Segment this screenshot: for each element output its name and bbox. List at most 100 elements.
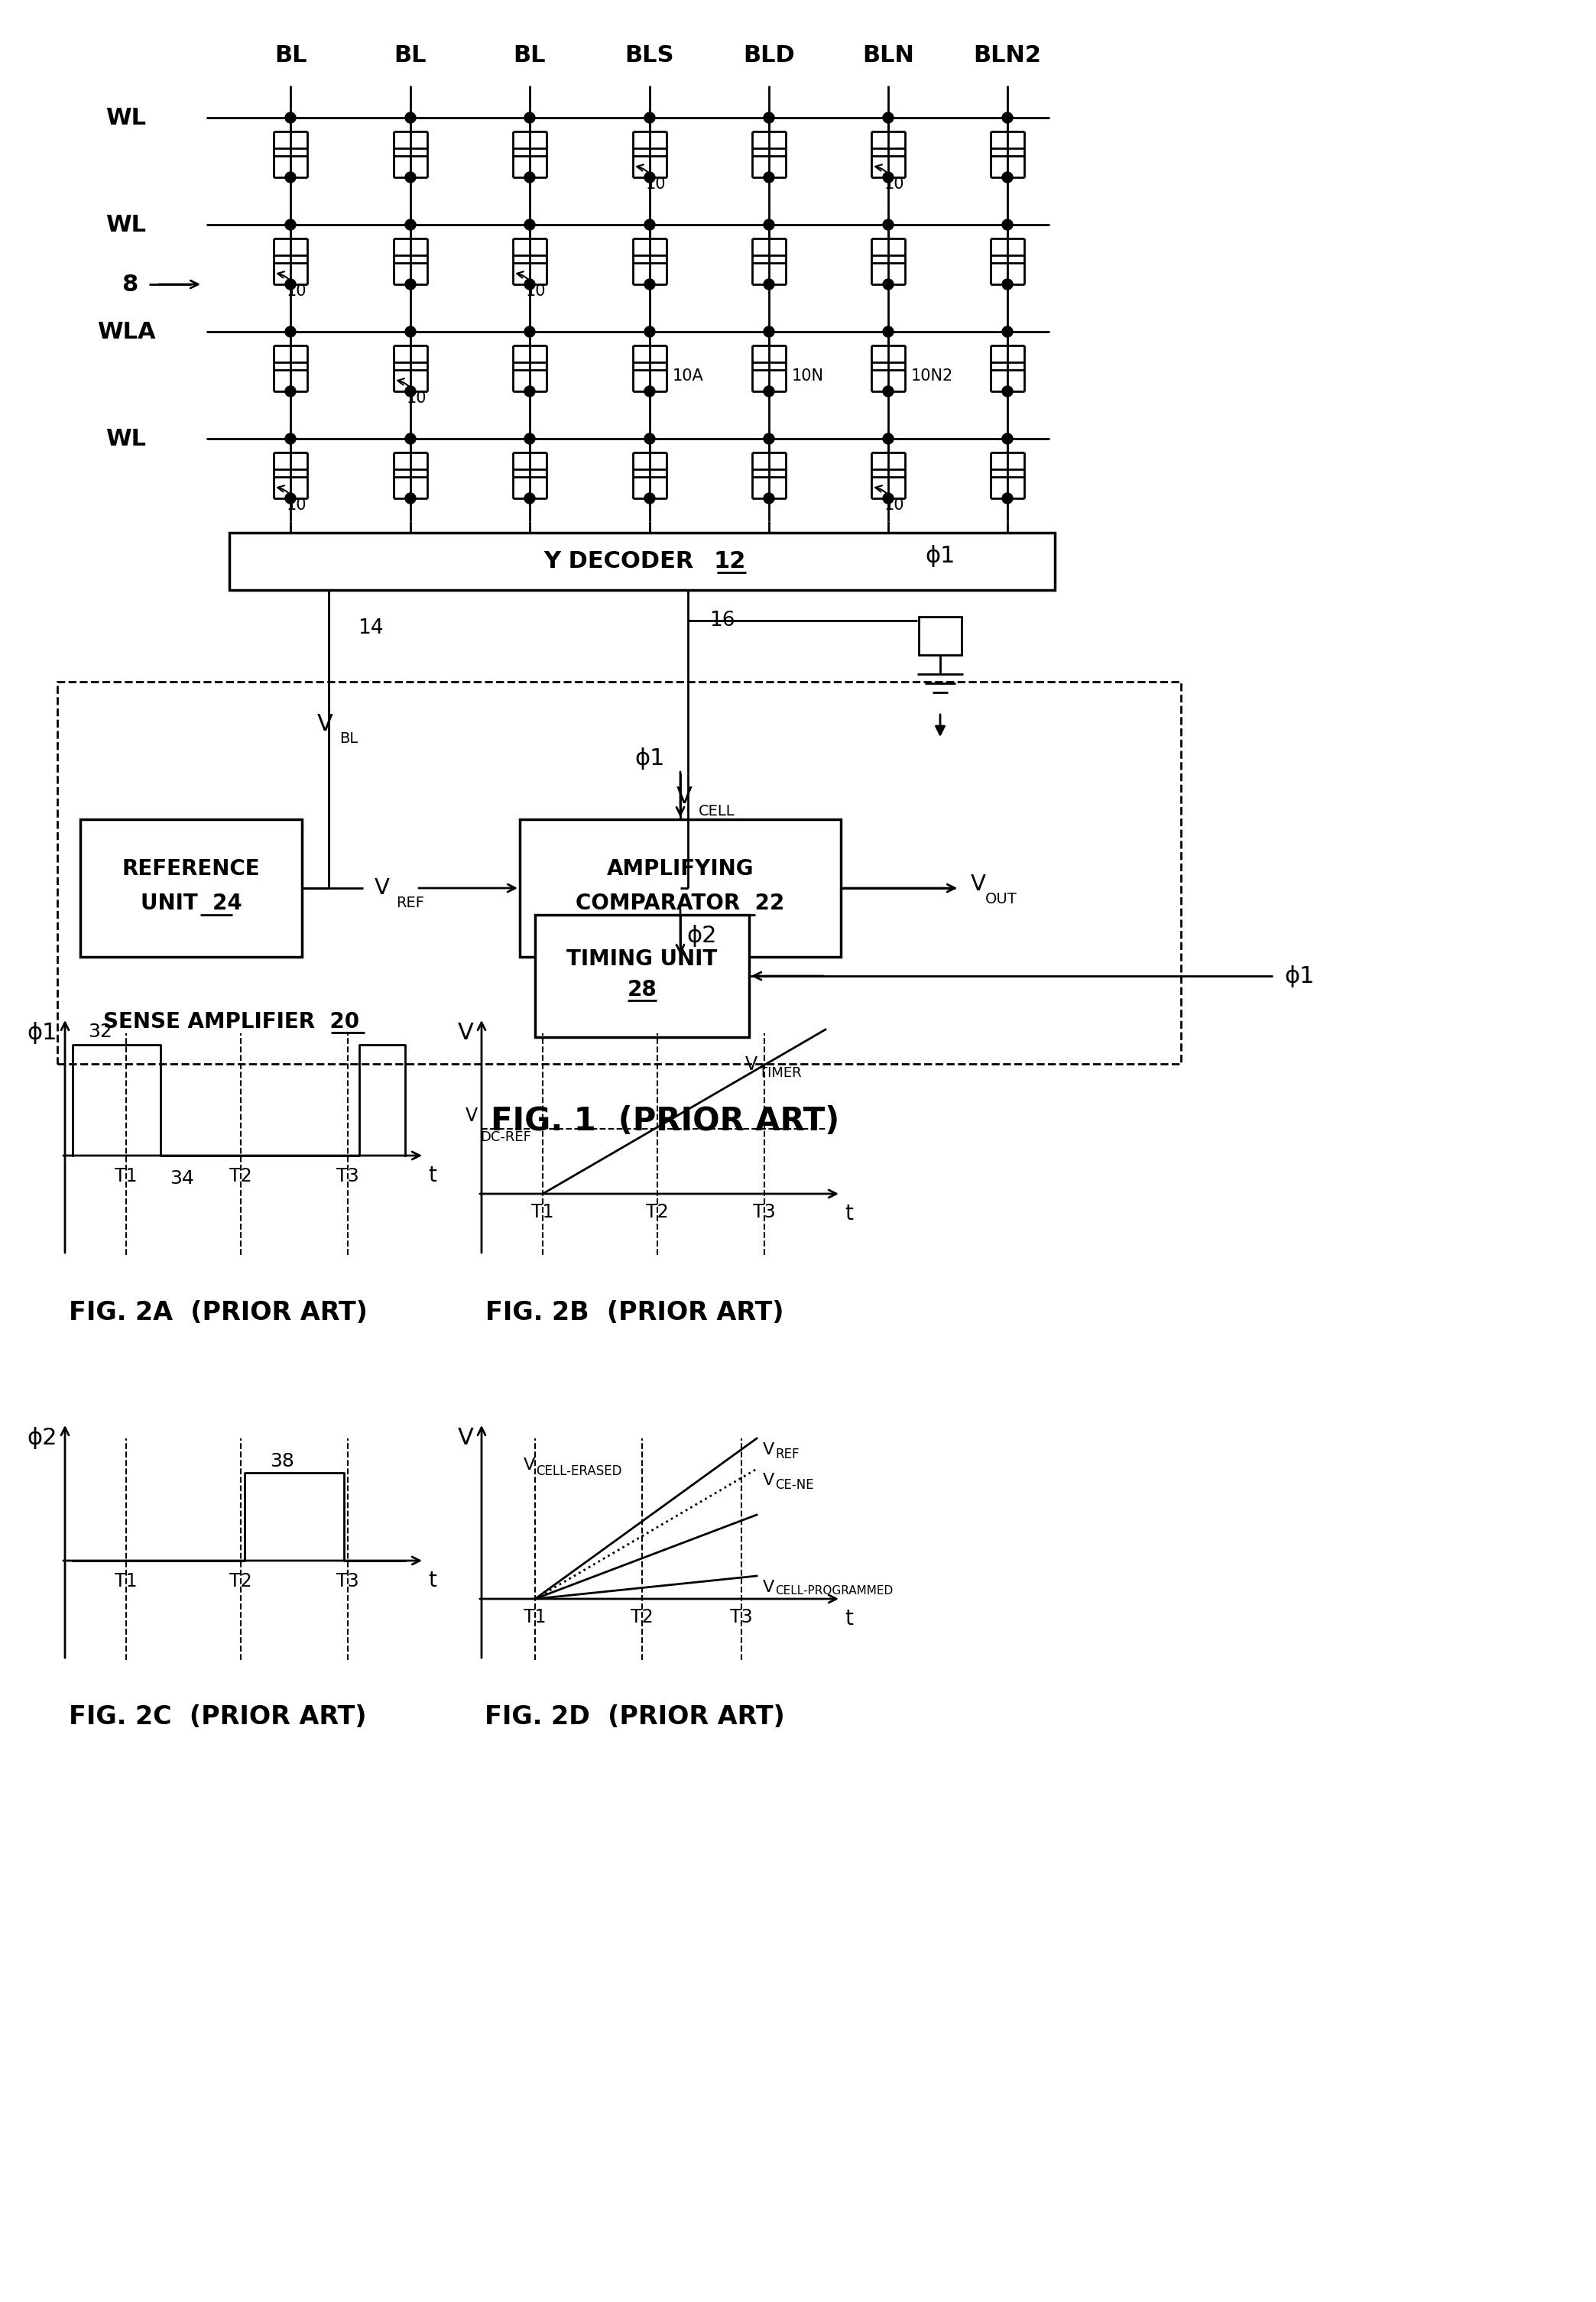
Circle shape: [763, 219, 774, 230]
Circle shape: [763, 113, 774, 122]
Circle shape: [763, 173, 774, 182]
Text: CELL: CELL: [699, 803, 736, 820]
Bar: [520, 820, 841, 958]
Circle shape: [645, 327, 654, 336]
Text: T1: T1: [523, 1609, 546, 1628]
Text: t: t: [428, 1165, 436, 1186]
Text: BL: BL: [394, 44, 426, 67]
Text: COMPARATOR  22: COMPARATOR 22: [576, 893, 785, 914]
Circle shape: [763, 327, 774, 336]
Text: V: V: [763, 1579, 774, 1595]
Text: t: t: [844, 1609, 852, 1630]
Text: WL: WL: [105, 214, 147, 235]
Circle shape: [883, 219, 894, 230]
Text: 10A: 10A: [672, 368, 704, 384]
Circle shape: [286, 173, 295, 182]
Circle shape: [645, 279, 654, 290]
Text: V: V: [763, 1441, 774, 1457]
Circle shape: [405, 219, 417, 230]
Bar: [80, 820, 302, 958]
Text: V: V: [970, 872, 986, 895]
Text: TIMING UNIT: TIMING UNIT: [567, 948, 718, 969]
Text: 28: 28: [627, 978, 658, 1001]
Text: 14: 14: [358, 619, 383, 638]
Text: ϕ2: ϕ2: [27, 1427, 57, 1448]
Text: V: V: [745, 1054, 758, 1073]
Text: Y DECODER: Y DECODER: [544, 550, 694, 573]
Text: 10: 10: [875, 486, 905, 513]
Text: T2: T2: [230, 1167, 252, 1186]
Text: SENSE AMPLIFIER  20: SENSE AMPLIFIER 20: [104, 1011, 359, 1034]
Text: REF: REF: [776, 1448, 800, 1462]
Circle shape: [1002, 279, 1013, 290]
Text: TIMER: TIMER: [760, 1066, 801, 1080]
Text: 10: 10: [637, 163, 666, 191]
Text: T3: T3: [729, 1609, 753, 1628]
Circle shape: [525, 219, 535, 230]
Text: V: V: [318, 714, 334, 734]
Text: BL: BL: [340, 732, 358, 746]
Text: 10N2: 10N2: [911, 368, 953, 384]
Circle shape: [405, 113, 417, 122]
Text: T3: T3: [337, 1572, 359, 1591]
Text: V: V: [523, 1457, 535, 1473]
Circle shape: [645, 173, 654, 182]
Circle shape: [286, 219, 295, 230]
Text: ϕ1: ϕ1: [1285, 965, 1315, 988]
Text: AMPLIFYING: AMPLIFYING: [606, 859, 753, 879]
Text: V: V: [458, 1427, 474, 1448]
Text: WL: WL: [105, 428, 147, 449]
Text: 16: 16: [710, 610, 736, 631]
Text: V: V: [466, 1107, 477, 1126]
Text: ϕ1: ϕ1: [27, 1022, 57, 1045]
Circle shape: [883, 493, 894, 504]
Text: V: V: [458, 1022, 474, 1045]
Text: T2: T2: [646, 1204, 669, 1222]
Text: 10: 10: [875, 163, 905, 191]
Circle shape: [525, 173, 535, 182]
Circle shape: [1002, 387, 1013, 396]
Text: T2: T2: [630, 1609, 653, 1628]
Circle shape: [1002, 433, 1013, 444]
Circle shape: [763, 493, 774, 504]
Text: 8: 8: [121, 274, 139, 295]
Circle shape: [525, 433, 535, 444]
Circle shape: [645, 387, 654, 396]
Text: T2: T2: [230, 1572, 252, 1591]
Text: OUT: OUT: [985, 891, 1017, 907]
Text: FIG. 1  (PRIOR ART): FIG. 1 (PRIOR ART): [490, 1105, 839, 1137]
Text: ϕ2: ϕ2: [686, 925, 717, 946]
Circle shape: [405, 433, 417, 444]
Circle shape: [1002, 219, 1013, 230]
Circle shape: [405, 327, 417, 336]
Circle shape: [286, 113, 295, 122]
Circle shape: [763, 433, 774, 444]
Text: 10: 10: [397, 378, 426, 405]
Circle shape: [525, 493, 535, 504]
Text: FIG. 2A  (PRIOR ART): FIG. 2A (PRIOR ART): [69, 1301, 367, 1326]
Bar: [230, 532, 1055, 589]
Circle shape: [763, 387, 774, 396]
Text: BL: BL: [275, 44, 306, 67]
Circle shape: [645, 113, 654, 122]
Circle shape: [286, 327, 295, 336]
Text: 34: 34: [169, 1169, 195, 1188]
Text: T3: T3: [753, 1204, 776, 1222]
Text: FIG. 2B  (PRIOR ART): FIG. 2B (PRIOR ART): [485, 1301, 784, 1326]
Text: UNIT  24: UNIT 24: [140, 893, 243, 914]
Text: BL: BL: [514, 44, 546, 67]
Circle shape: [286, 279, 295, 290]
Circle shape: [763, 279, 774, 290]
Circle shape: [1002, 173, 1013, 182]
Text: DC-REF: DC-REF: [480, 1130, 531, 1144]
Text: t: t: [428, 1570, 436, 1591]
Circle shape: [883, 433, 894, 444]
Circle shape: [883, 327, 894, 336]
Text: BLS: BLS: [626, 44, 675, 67]
Text: T1: T1: [115, 1572, 137, 1591]
Text: FIG. 2D  (PRIOR ART): FIG. 2D (PRIOR ART): [484, 1706, 785, 1729]
Text: FIG. 2C  (PRIOR ART): FIG. 2C (PRIOR ART): [69, 1706, 367, 1729]
Text: V: V: [677, 785, 693, 808]
Circle shape: [883, 173, 894, 182]
Circle shape: [645, 433, 654, 444]
